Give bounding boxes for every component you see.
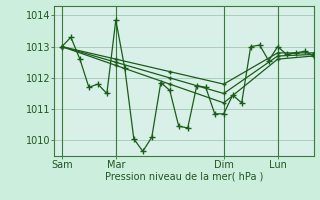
X-axis label: Pression niveau de la mer( hPa ): Pression niveau de la mer( hPa ) (105, 172, 263, 182)
